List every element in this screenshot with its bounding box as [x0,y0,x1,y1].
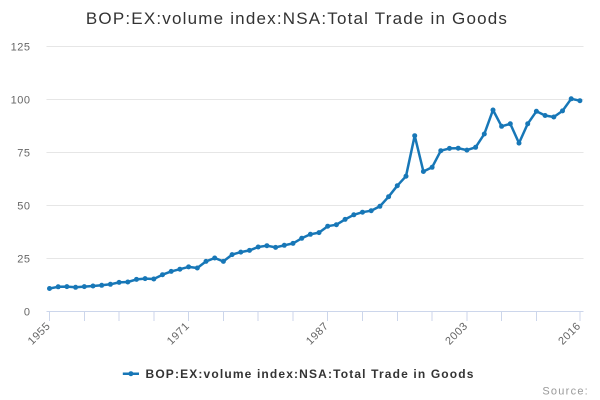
svg-text:125: 125 [11,42,31,54]
svg-text:BOP:EX:volume index:NSA:Total: BOP:EX:volume index:NSA:Total Trade in G… [146,367,475,381]
svg-text:50: 50 [17,201,30,213]
svg-text:25: 25 [17,254,30,266]
svg-text:100: 100 [11,95,31,107]
svg-text:75: 75 [17,148,30,160]
svg-text:0: 0 [24,307,31,319]
svg-text:BOP:EX:volume index:NSA:Total: BOP:EX:volume index:NSA:Total Trade in G… [86,9,508,28]
svg-text:Source:: Source: [542,386,589,398]
